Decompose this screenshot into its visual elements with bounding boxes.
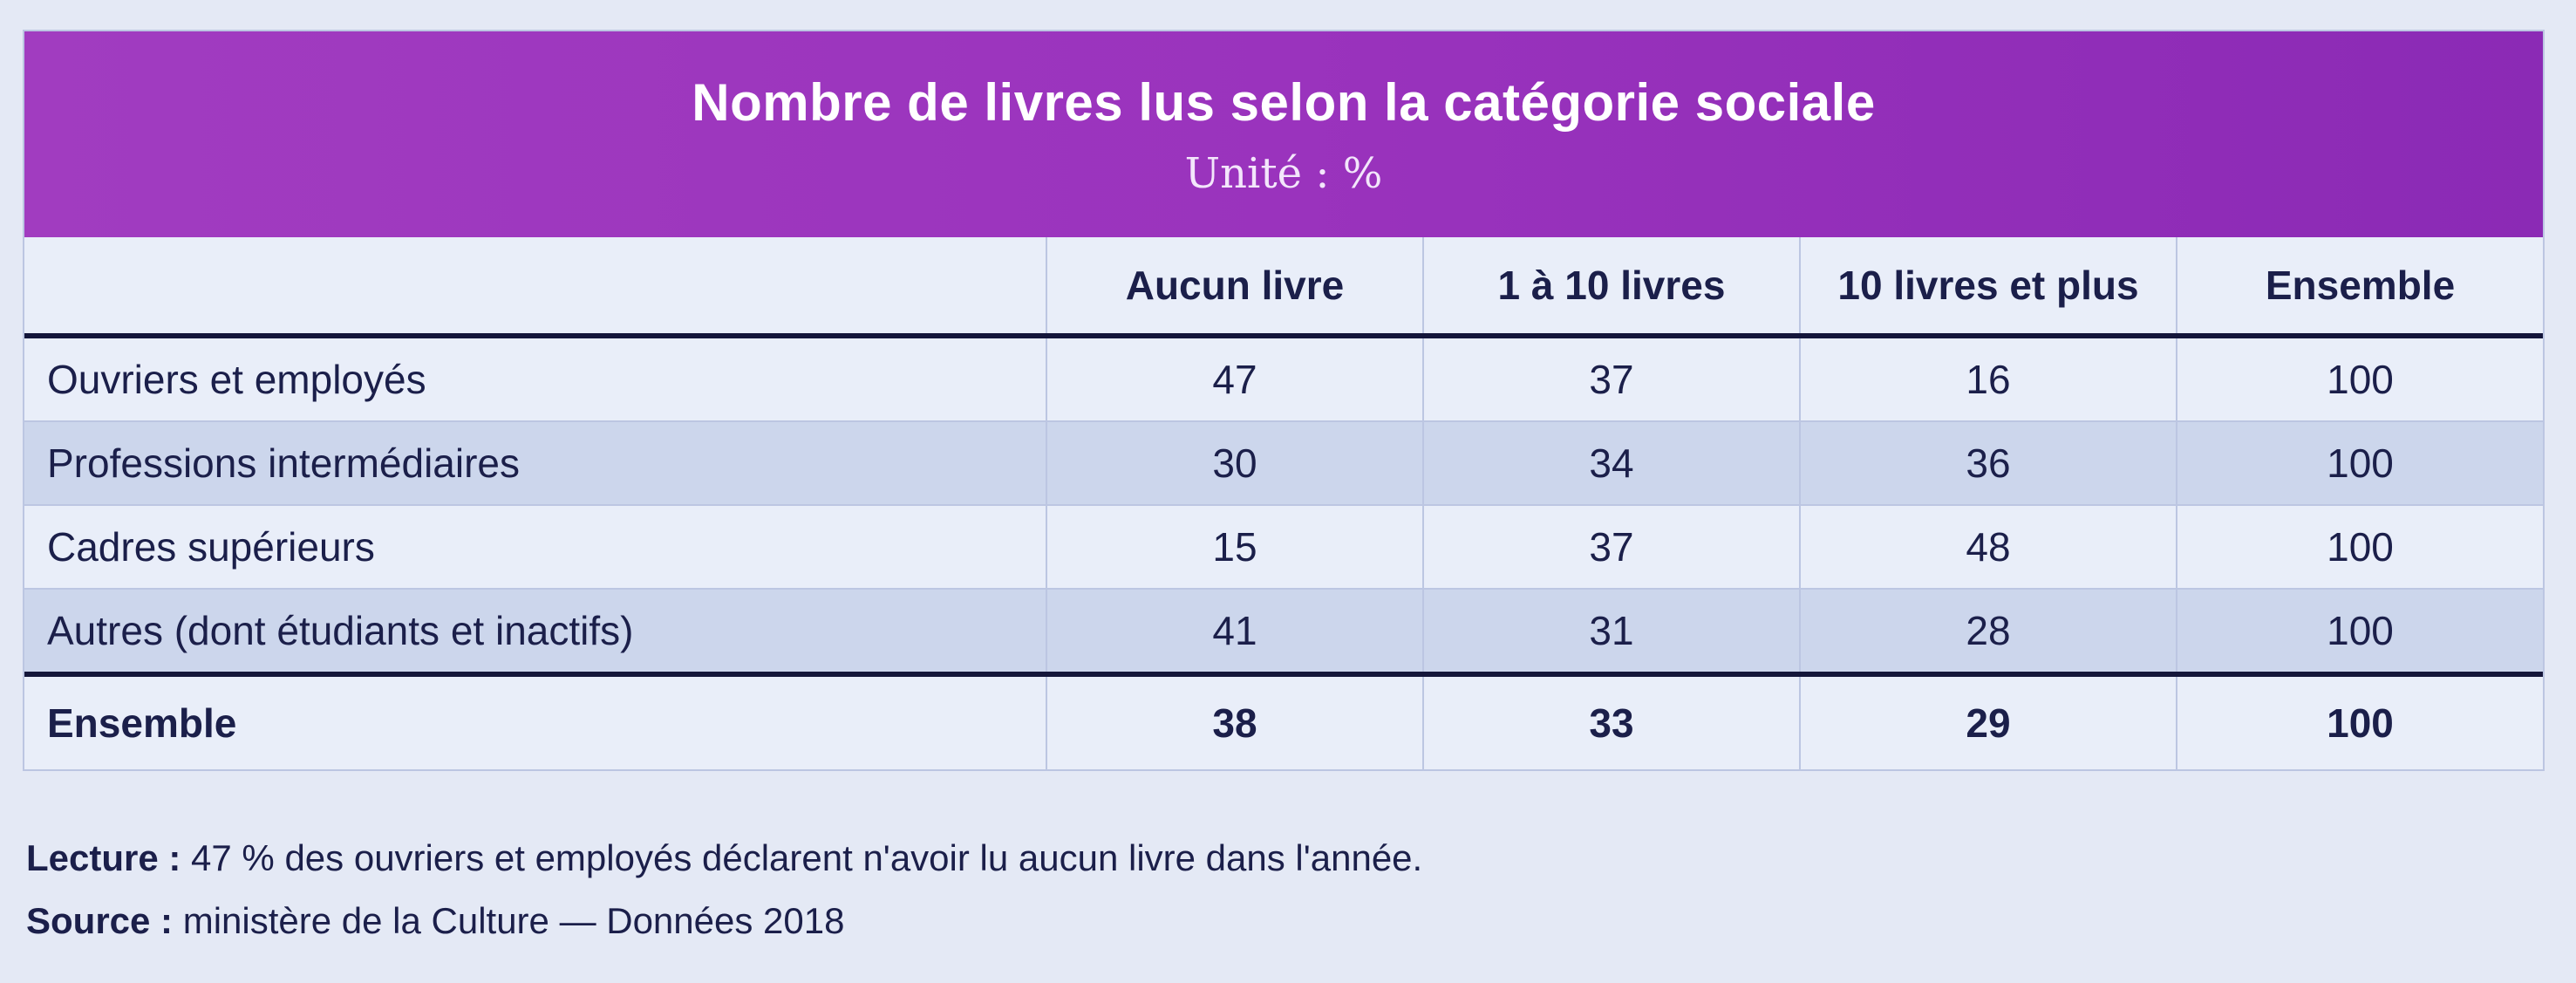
source-text: ministère de la Culture — Données 2018: [173, 900, 845, 941]
lecture-label: Lecture :: [26, 837, 181, 878]
table-row: Professions intermédiaires 30 34 36 100: [24, 421, 2543, 505]
cell-value: 100: [2176, 589, 2543, 674]
table-row: Cadres supérieurs 15 37 48 100: [24, 505, 2543, 589]
cell-value: 100: [2176, 336, 2543, 421]
table-row: Ouvriers et employés 47 37 16 100: [24, 336, 2543, 421]
total-row: Ensemble 38 33 29 100: [24, 672, 2543, 769]
row-label: Professions intermédiaires: [24, 421, 1046, 505]
cell-value: 15: [1046, 505, 1423, 589]
column-header-1-a-10-livres: 1 à 10 livres: [1422, 237, 1800, 338]
lecture-text: 47 % des ouvriers et employés déclarent …: [181, 837, 1423, 878]
table-notes: Lecture : 47 % des ouvriers et employés …: [26, 827, 1422, 952]
row-label: Ouvriers et employés: [24, 336, 1046, 421]
column-header-empty: [24, 237, 1046, 338]
column-header-ensemble: Ensemble: [2176, 237, 2543, 338]
total-label: Ensemble: [24, 672, 1046, 769]
cell-value: 34: [1422, 421, 1800, 505]
source-label: Source :: [26, 900, 174, 941]
cell-value: 30: [1046, 421, 1423, 505]
cell-value: 37: [1422, 505, 1800, 589]
cell-value: 100: [2176, 421, 2543, 505]
table-unit: Unité : %: [1184, 149, 1383, 198]
table-card: Nombre de livres lus selon la catégorie …: [23, 30, 2545, 771]
table-title: Nombre de livres lus selon la catégorie …: [692, 73, 1876, 132]
cell-value: 48: [1799, 505, 2177, 589]
header-row: Aucun livre 1 à 10 livres 10 livres et p…: [24, 237, 2543, 338]
cell-value: 37: [1422, 336, 1800, 421]
cell-value: 100: [2176, 505, 2543, 589]
total-value: 29: [1799, 672, 2177, 769]
cell-value: 16: [1799, 336, 2177, 421]
cell-value: 36: [1799, 421, 2177, 505]
total-value: 100: [2176, 672, 2543, 769]
total-value: 33: [1422, 672, 1800, 769]
row-label: Cadres supérieurs: [24, 505, 1046, 589]
column-header-10-livres-et-plus: 10 livres et plus: [1799, 237, 2177, 338]
table-banner: Nombre de livres lus selon la catégorie …: [24, 31, 2543, 237]
cell-value: 31: [1422, 589, 1800, 674]
cell-value: 47: [1046, 336, 1423, 421]
data-table: Aucun livre 1 à 10 livres 10 livres et p…: [24, 237, 2543, 769]
cell-value: 28: [1799, 589, 2177, 674]
row-label: Autres (dont étudiants et inactifs): [24, 589, 1046, 674]
table-row: Autres (dont étudiants et inactifs) 41 3…: [24, 589, 2543, 674]
cell-value: 41: [1046, 589, 1423, 674]
total-value: 38: [1046, 672, 1423, 769]
lecture-note: Lecture : 47 % des ouvriers et employés …: [26, 827, 1422, 890]
source-note: Source : ministère de la Culture — Donné…: [26, 890, 1422, 952]
column-header-aucun-livre: Aucun livre: [1046, 237, 1423, 338]
